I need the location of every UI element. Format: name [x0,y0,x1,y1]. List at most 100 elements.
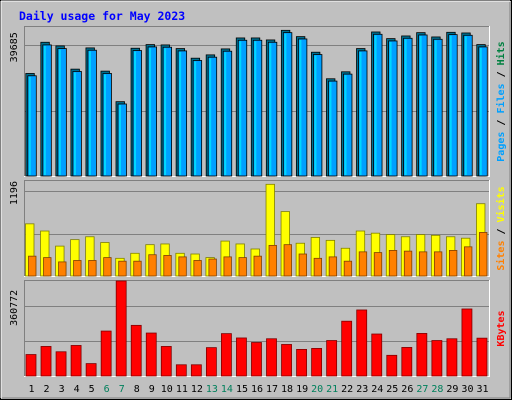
files-bar [358,50,368,177]
x-tick-label: 28 [431,384,443,395]
kbytes-bar [40,346,52,377]
sites-bar [283,244,292,277]
x-tick-label: 25 [386,384,398,395]
kbytes-bar [326,340,338,377]
x-tick-label: 23 [356,384,368,395]
files-bar-highlight [269,43,272,176]
bars [25,280,488,377]
files-bar-highlight [239,41,242,176]
kbytes-bar [160,346,172,377]
x-tick-label: 1 [29,384,35,395]
kbytes-bar [55,351,67,377]
sites-bar [223,256,232,277]
x-tick-label: 7 [119,384,125,395]
kbytes-bar [476,337,488,377]
x-tick-label: 21 [326,384,338,395]
files-bar-highlight [73,72,76,175]
sites-bar [133,260,142,277]
kbytes-bar [190,364,202,377]
x-tick-label: 31 [476,384,488,395]
kbytes-bar [446,338,458,377]
kbytes-bar [115,280,127,377]
files-bar-highlight [88,51,91,175]
files-bar [343,73,353,177]
kbytes-bar [341,320,353,377]
files-bar [222,50,233,177]
x-axis-day-labels: 1 2 3 4 5 6 7 8 9 10 11 12 13 14 15 16 17 18 19 20 21 22 23 24 2… [29,384,489,395]
sites-bar [43,257,52,277]
sites-bar [403,250,413,277]
sites-bar [313,257,323,277]
files-bar [282,32,293,177]
legend-entry: / [496,222,507,240]
sites-bar [193,260,202,277]
y-tick-label: 39685 [9,32,20,62]
files-bar [328,80,338,177]
kbytes-bar [145,332,157,377]
x-tick-label: 15 [236,384,248,395]
x-tick-label: 24 [371,384,383,395]
sites-bar [268,244,277,277]
x-tick-label: 17 [266,384,278,395]
x-tick-label: 11 [176,384,188,395]
kbytes-bar [416,333,428,377]
bars [25,29,488,177]
x-tick-label: 20 [311,384,323,395]
legend: Pages / Files / Hits [495,41,507,161]
files-bar [87,49,97,177]
kbytes-bar [175,364,187,377]
sites-bar [418,251,428,277]
chart-panels: 39685 Pages / Files / Hits 1196 Sites / Vis… [9,26,507,377]
files-bar [102,73,112,177]
sites-bar [343,260,353,277]
x-tick-label: 2 [44,384,50,395]
legend-entry: Hits [495,41,507,65]
kbytes-bar [461,308,473,377]
files-bar [403,37,413,177]
kbytes-bar [296,348,307,377]
kbytes-bar [281,344,292,377]
files-bar [433,38,443,177]
kbytes-bar [266,338,277,377]
files-bar [72,71,82,177]
legend-entry: Files [495,83,507,113]
files-bar-highlight [359,51,362,176]
kbytes-bar [356,309,368,377]
files-bar [117,103,127,177]
kbytes-bar [205,347,217,377]
x-tick-label: 30 [461,384,473,395]
files-bar-highlight [209,58,212,175]
files-bar-highlight [43,45,46,175]
files-bar [57,48,67,177]
kbytes-bar [85,363,97,377]
files-bar [373,33,383,177]
files-bar-highlight [299,39,302,175]
sites-bar [73,260,82,277]
kbytes-bar [311,348,323,377]
panel-visits-sites: 1196 Sites / Visits [9,180,507,277]
files-bar [252,39,263,177]
sites-bar [328,256,338,277]
bars [25,183,488,277]
sites-bar [358,251,368,277]
files-bar-highlight [419,35,422,176]
files-bar [297,38,308,177]
x-tick-label: 3 [59,384,65,395]
files-bar [42,44,52,177]
x-tick-label: 4 [74,384,80,395]
files-bar-highlight [103,74,106,175]
files-bar-highlight [179,51,182,176]
sites-bar [103,257,112,277]
x-tick-label: 22 [341,384,353,395]
files-bar-highlight [134,51,137,175]
kbytes-bar [236,337,247,377]
kbytes-bar [386,354,398,377]
files-bar [418,34,428,177]
x-tick-label: 14 [221,384,233,395]
legend-entry: Sites [495,241,507,271]
sites-bar [238,257,247,277]
files-bar-highlight [344,75,347,175]
files-bar [207,56,218,177]
sites-bar [163,255,172,277]
files-bar-highlight [194,61,197,176]
